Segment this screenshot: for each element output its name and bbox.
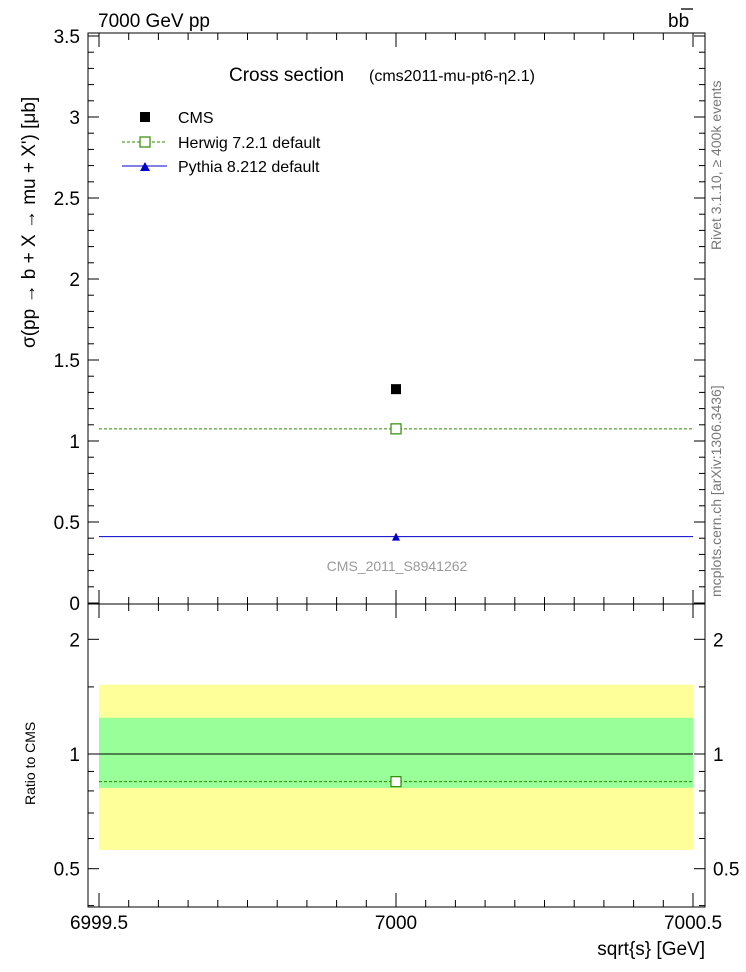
data-point-pythia — [392, 532, 400, 541]
legend-entry-pythia: Pythia 8.212 default — [122, 159, 320, 176]
data-point-herwig — [390, 423, 402, 435]
ratio-bands — [99, 684, 693, 850]
y-tick-label: 2.5 — [54, 189, 80, 210]
x-tick-label: 6999.5 — [70, 913, 128, 934]
y-tick-label: 1.5 — [54, 351, 80, 372]
y-axis-label: σ(pp → b + X → mu + X') [μb] — [19, 97, 40, 348]
legend-entry-cms: CMS — [140, 110, 214, 127]
x-tick-label: 7000.5 — [664, 913, 722, 934]
data-point-cms — [391, 384, 401, 395]
legend-pythia-marker — [140, 162, 150, 171]
ratio-yticks: 0.5 0.5 1 1 2 2 — [54, 630, 739, 907]
ratio-y-axis-label: Ratio to CMS — [22, 722, 38, 805]
main-panel: 0 0.5 1 1.5 2 2.5 3 3.5 Cross section (cms2011-… — [19, 27, 706, 615]
watermark-label: CMS_2011_S8941262 — [327, 558, 468, 574]
legend-cms-label: CMS — [178, 110, 214, 127]
ratio-data — [99, 753, 693, 788]
main-xticks — [98, 33, 694, 604]
y-tick-label: 1 — [69, 432, 80, 453]
ratio-y-tick-label: 2 — [69, 630, 80, 651]
main-title: Cross section — [229, 65, 344, 86]
legend: CMS Herwig 7.2.1 default Pythia 8.212 de… — [122, 110, 321, 176]
mcplots-label: mcplots.cern.ch [arXiv:1306.3436] — [708, 385, 724, 597]
y-tick-label: 3.5 — [54, 27, 80, 48]
y-tick-label: 0 — [69, 594, 80, 615]
legend-cms-marker — [140, 112, 150, 122]
ratio-y-tick-label-right: 1 — [713, 745, 724, 766]
header-process-label: bb — [668, 11, 689, 32]
legend-herwig-marker — [139, 136, 151, 148]
main-subtitle: (cms2011-mu-pt6-η2.1) — [369, 68, 535, 85]
legend-pythia-label: Pythia 8.212 default — [178, 159, 320, 176]
y-tick-label: 2 — [69, 270, 80, 291]
ratio-data-point-herwig — [390, 776, 402, 788]
y-tick-label: 0.5 — [54, 513, 80, 534]
x-axis-label: sqrt{s} [GeV] — [597, 939, 705, 960]
rivet-version-label: Rivet 3.1.10, ≥ 400k events — [708, 80, 724, 250]
x-tick-label: 7000 — [375, 913, 417, 934]
header-energy-label: 7000 GeV pp — [98, 11, 210, 32]
y-tick-label: 3 — [69, 108, 80, 129]
ratio-y-tick-label-right: 2 — [713, 630, 724, 651]
ratio-y-tick-label: 0.5 — [54, 860, 80, 881]
legend-herwig-label: Herwig 7.2.1 default — [178, 135, 321, 152]
ratio-xticks: 6999.5 7000 7000.5 — [70, 604, 722, 934]
main-yticks: 0 0.5 1 1.5 2 2.5 3 3.5 — [54, 27, 705, 615]
ratio-y-tick-label-right: 0.5 — [713, 860, 739, 881]
ratio-panel: 0.5 0.5 1 1 2 2 6999.5 7000 7000.5 Ratio to CMS… — [22, 603, 739, 960]
ratio-y-tick-label: 1 — [69, 745, 80, 766]
legend-entry-herwig: Herwig 7.2.1 default — [122, 135, 321, 152]
main-data — [99, 384, 693, 541]
